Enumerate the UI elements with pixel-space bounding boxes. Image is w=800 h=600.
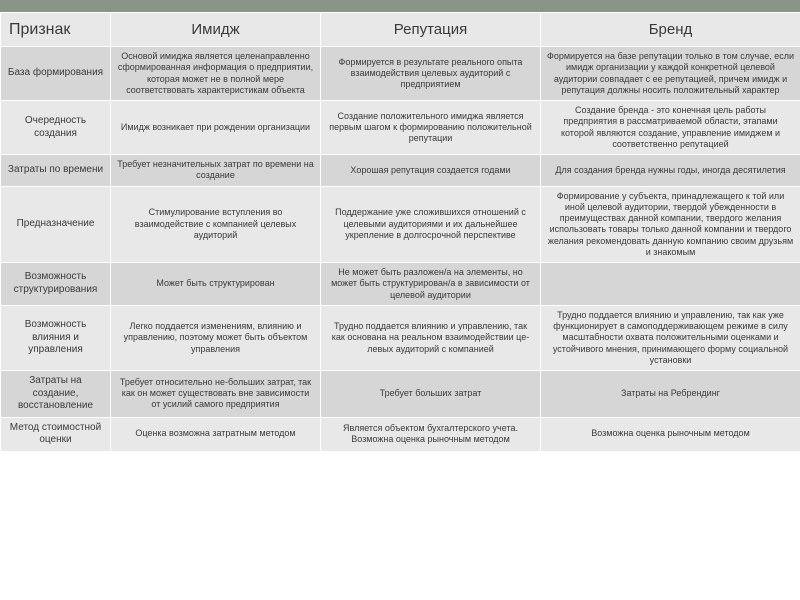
top-accent-bar xyxy=(0,0,800,12)
row-label: Затраты по времени xyxy=(1,155,111,187)
cell: Для создания бренда нужны годы, иногда д… xyxy=(541,155,800,187)
cell: Формируется в результате реального опыта… xyxy=(321,47,541,101)
cell: Возможна оценка рыночным методом xyxy=(541,417,800,451)
cell: Создание положительного имиджа является … xyxy=(321,101,541,155)
cell: Затраты на Ребрендинг xyxy=(541,371,800,418)
cell: Имидж возникает при рождении организации xyxy=(111,101,321,155)
cell: Не может быть разложен/а на элементы, но… xyxy=(321,263,541,306)
table-row: База формирования Основой имиджа являетс… xyxy=(1,47,800,101)
cell: Трудно поддается влиянию и управлению, т… xyxy=(321,305,541,370)
row-label: Очередность создания xyxy=(1,101,111,155)
row-label: Предназначение xyxy=(1,186,111,263)
cell: Может быть структурирован xyxy=(111,263,321,306)
cell: Создание бренда - это конечная цель рабо… xyxy=(541,101,800,155)
cell: Легко поддается изменениям, влиянию и уп… xyxy=(111,305,321,370)
cell: Хорошая репутация создается годами xyxy=(321,155,541,187)
row-label: Затраты на создание, восстановление xyxy=(1,371,111,418)
cell: Поддержание уже сложившихся отношений с … xyxy=(321,186,541,263)
cell: Оценка возможна затратным методом xyxy=(111,417,321,451)
cell: Требует незначительных затрат по времени… xyxy=(111,155,321,187)
cell: Трудно поддается влиянию и управлению, т… xyxy=(541,305,800,370)
table-row: Возможность влияния и управления Легко п… xyxy=(1,305,800,370)
table-body: База формирования Основой имиджа являетс… xyxy=(1,47,800,452)
header-brand: Бренд xyxy=(541,13,800,47)
cell: Требует относительно не-больших затрат, … xyxy=(111,371,321,418)
table-row: Очередность создания Имидж возникает при… xyxy=(1,101,800,155)
table-row: Затраты на создание, восстановление Треб… xyxy=(1,371,800,418)
table-row: Возможность структурирования Может быть … xyxy=(1,263,800,306)
cell xyxy=(541,263,800,306)
row-label: Возможность структурирования xyxy=(1,263,111,306)
cell: Является объектом бухгалтерского учета. … xyxy=(321,417,541,451)
cell: Формируется на базе репутации только в т… xyxy=(541,47,800,101)
row-label: Возможность влияния и управления xyxy=(1,305,111,370)
table-header-row: Признак Имидж Репутация Бренд xyxy=(1,13,800,47)
cell: Требует больших затрат xyxy=(321,371,541,418)
row-label: Метод стоимостной оценки xyxy=(1,417,111,451)
header-attribute: Признак xyxy=(1,13,111,47)
cell: Формирование у субъекта, принадлежащего … xyxy=(541,186,800,263)
table-row: Предназначение Стимулирование вступления… xyxy=(1,186,800,263)
cell: Основой имиджа является целенаправленно … xyxy=(111,47,321,101)
table-row: Метод стоимостной оценки Оценка возможна… xyxy=(1,417,800,451)
comparison-table: Признак Имидж Репутация Бренд База форми… xyxy=(0,12,800,452)
cell: Стимулирование вступления во взаимодейст… xyxy=(111,186,321,263)
header-image: Имидж xyxy=(111,13,321,47)
row-label: База формирования xyxy=(1,47,111,101)
table-row: Затраты по времени Требует незначительны… xyxy=(1,155,800,187)
header-reputation: Репутация xyxy=(321,13,541,47)
